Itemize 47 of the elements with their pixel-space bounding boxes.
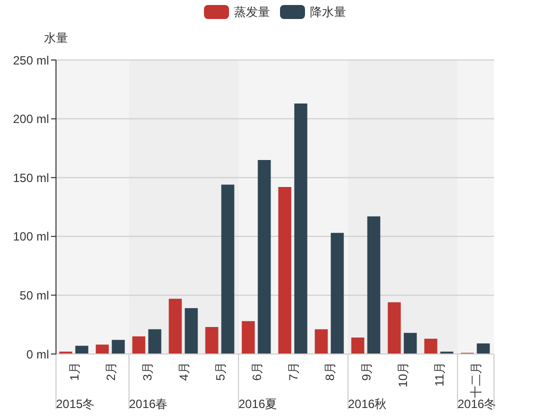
x-tick-label: 8月 — [322, 362, 337, 381]
x-tick-label: 9月 — [359, 362, 374, 381]
bar — [132, 336, 146, 354]
bar — [388, 302, 401, 354]
bar — [278, 187, 292, 354]
band-label: 2016秋 — [348, 397, 387, 411]
bar — [294, 104, 308, 354]
bar — [404, 332, 417, 354]
bar — [330, 232, 344, 354]
bar — [242, 321, 255, 354]
x-tick-label: 11月 — [432, 362, 446, 386]
band-label: 2016夏 — [238, 397, 278, 411]
y-tick-label: 200 ml — [12, 112, 49, 126]
bar — [221, 184, 234, 354]
y-tick-label: 0 ml — [26, 347, 49, 362]
bar — [351, 338, 364, 354]
y-tick-label: 250 ml — [12, 53, 49, 68]
band-label: 2016冬 — [458, 397, 496, 411]
x-tick-label: 10月 — [396, 362, 410, 388]
bar — [75, 346, 88, 354]
bar — [168, 298, 182, 354]
bar — [424, 338, 438, 354]
x-tick-label: 5月 — [213, 362, 228, 381]
band-label: 2016春 — [129, 397, 168, 411]
x-tick-label: 7月 — [286, 362, 300, 381]
bar — [184, 308, 198, 354]
x-tick-label: 4月 — [176, 362, 191, 381]
x-tick-label: 十二月 — [468, 362, 483, 398]
x-tick-label: 1月 — [67, 362, 82, 381]
bar — [476, 343, 490, 354]
x-tick-label: 6月 — [250, 362, 264, 381]
y-tick-label: 50 ml — [20, 288, 49, 302]
legend-label: 蒸发量 — [234, 5, 270, 19]
y-tick-label: 150 ml — [12, 170, 49, 185]
legend-label: 降水量 — [310, 5, 346, 19]
bar — [96, 344, 109, 354]
bar — [367, 216, 380, 354]
band-label: 2015冬 — [56, 397, 95, 411]
y-axis-title: 水量 — [44, 31, 68, 45]
bar — [205, 326, 218, 354]
bar — [112, 340, 125, 354]
bar — [148, 329, 162, 354]
y-tick-label: 100 ml — [12, 230, 49, 244]
bar — [314, 329, 328, 354]
x-tick-label: 3月 — [140, 362, 154, 381]
x-tick-label: 2月 — [104, 362, 118, 381]
bar — [258, 160, 271, 354]
